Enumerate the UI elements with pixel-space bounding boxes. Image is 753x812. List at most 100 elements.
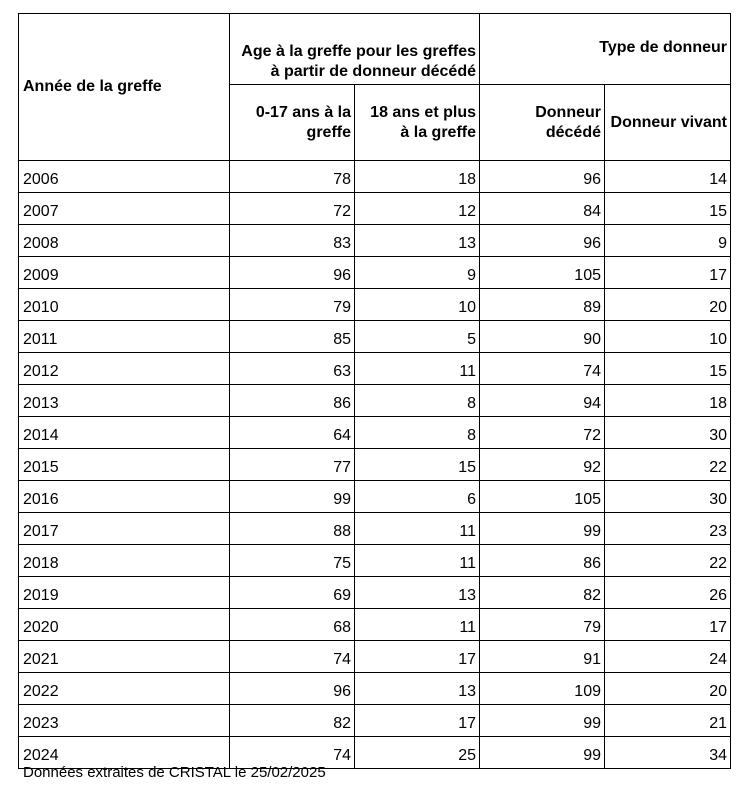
year-cell: 2020 xyxy=(18,608,230,641)
table-row: 2008 83 13 96 9 xyxy=(18,224,731,257)
year-column-header: Année de la greffe xyxy=(18,13,230,161)
table-row: 2014 64 8 72 30 xyxy=(18,416,731,449)
age-18-plus-cell: 11 xyxy=(354,608,480,641)
age-0-17-cell: 83 xyxy=(229,224,355,257)
age-0-17-cell: 74 xyxy=(229,640,355,673)
age-18-plus-cell: 8 xyxy=(354,416,480,449)
year-cell: 2007 xyxy=(18,192,230,225)
age-0-17-cell: 88 xyxy=(229,512,355,545)
age-0-17-cell: 68 xyxy=(229,608,355,641)
year-cell: 2024 xyxy=(18,736,230,769)
living-donor-cell: 15 xyxy=(604,352,731,385)
age-18-plus-cell: 13 xyxy=(354,224,480,257)
transplant-data-table: Année de la greffe Age à la greffe pour … xyxy=(18,13,731,769)
table-row: 2020 68 11 79 17 xyxy=(18,608,731,641)
year-cell: 2013 xyxy=(18,384,230,417)
age-0-17-column-header: 0-17 ans à la greffe xyxy=(229,84,355,161)
table-row: 2009 96 9 105 17 xyxy=(18,256,731,289)
year-cell: 2009 xyxy=(18,256,230,289)
deceased-donor-cell: 74 xyxy=(479,352,605,385)
age-18-plus-cell: 25 xyxy=(354,736,480,769)
table-row: 2024 74 25 99 34 xyxy=(18,736,731,769)
living-donor-cell: 9 xyxy=(604,224,731,257)
living-donor-cell: 30 xyxy=(604,416,731,449)
age-0-17-cell: 86 xyxy=(229,384,355,417)
age-group-header: Age à la greffe pour les greffes à parti… xyxy=(229,13,480,85)
deceased-donor-cell: 99 xyxy=(479,704,605,737)
header-row-groups: Année de la greffe Age à la greffe pour … xyxy=(18,13,731,161)
age-18-plus-cell: 11 xyxy=(354,544,480,577)
age-0-17-cell: 69 xyxy=(229,576,355,609)
deceased-donor-cell: 99 xyxy=(479,512,605,545)
age-18-plus-cell: 6 xyxy=(354,480,480,513)
living-donor-cell: 20 xyxy=(604,288,731,321)
living-donor-cell: 24 xyxy=(604,640,731,673)
deceased-donor-cell: 90 xyxy=(479,320,605,353)
age-0-17-cell: 82 xyxy=(229,704,355,737)
age-18-plus-cell: 15 xyxy=(354,448,480,481)
age-18-plus-column-header: 18 ans et plus à la greffe xyxy=(354,84,480,161)
age-18-plus-cell: 12 xyxy=(354,192,480,225)
year-cell: 2016 xyxy=(18,480,230,513)
deceased-donor-cell: 82 xyxy=(479,576,605,609)
year-cell: 2012 xyxy=(18,352,230,385)
age-0-17-cell: 64 xyxy=(229,416,355,449)
table-header: Année de la greffe Age à la greffe pour … xyxy=(18,13,731,161)
year-cell: 2019 xyxy=(18,576,230,609)
age-0-17-cell: 96 xyxy=(229,256,355,289)
deceased-donor-cell: 79 xyxy=(479,608,605,641)
age-0-17-cell: 72 xyxy=(229,192,355,225)
age-0-17-cell: 74 xyxy=(229,736,355,769)
table-row: 2023 82 17 99 21 xyxy=(18,704,731,737)
year-cell: 2008 xyxy=(18,224,230,257)
age-18-plus-cell: 8 xyxy=(354,384,480,417)
year-cell: 2023 xyxy=(18,704,230,737)
deceased-donor-cell: 105 xyxy=(479,480,605,513)
table-row: 2015 77 15 92 22 xyxy=(18,448,731,481)
deceased-donor-cell: 94 xyxy=(479,384,605,417)
year-cell: 2022 xyxy=(18,672,230,705)
age-18-plus-cell: 5 xyxy=(354,320,480,353)
table-row: 2011 85 5 90 10 xyxy=(18,320,731,353)
table-row: 2018 75 11 86 22 xyxy=(18,544,731,577)
age-18-plus-cell: 10 xyxy=(354,288,480,321)
year-cell: 2010 xyxy=(18,288,230,321)
living-donor-cell: 22 xyxy=(604,448,731,481)
age-18-plus-cell: 13 xyxy=(354,672,480,705)
age-0-17-cell: 77 xyxy=(229,448,355,481)
table-row: 2012 63 11 74 15 xyxy=(18,352,731,385)
header-row-columns: 0-17 ans à la greffe 18 ans et plus à la… xyxy=(19,84,731,161)
age-18-plus-cell: 18 xyxy=(354,160,480,193)
living-donor-cell: 14 xyxy=(604,160,731,193)
age-18-plus-cell: 11 xyxy=(354,512,480,545)
living-donor-cell: 18 xyxy=(604,384,731,417)
deceased-donor-cell: 91 xyxy=(479,640,605,673)
table-row: 2019 69 13 82 26 xyxy=(18,576,731,609)
table-row: 2010 79 10 89 20 xyxy=(18,288,731,321)
table-row: 2017 88 11 99 23 xyxy=(18,512,731,545)
table-row: 2021 74 17 91 24 xyxy=(18,640,731,673)
source-note: Données extraites de CRISTAL le 25/02/20… xyxy=(23,764,326,781)
age-0-17-cell: 78 xyxy=(229,160,355,193)
living-donor-cell: 15 xyxy=(604,192,731,225)
deceased-donor-cell: 99 xyxy=(479,736,605,769)
living-donor-cell: 20 xyxy=(604,672,731,705)
age-0-17-cell: 63 xyxy=(229,352,355,385)
deceased-donor-cell: 105 xyxy=(479,256,605,289)
age-18-plus-cell: 11 xyxy=(354,352,480,385)
living-donor-cell: 26 xyxy=(604,576,731,609)
living-donor-column-header: Donneur vivant xyxy=(604,84,731,161)
deceased-donor-cell: 109 xyxy=(479,672,605,705)
living-donor-cell: 21 xyxy=(604,704,731,737)
age-0-17-cell: 75 xyxy=(229,544,355,577)
table-body: 2006 78 18 96 14 2007 72 12 84 15 2008 83 13 96 9 2009 9… xyxy=(18,160,731,769)
age-18-plus-cell: 13 xyxy=(354,576,480,609)
age-0-17-cell: 96 xyxy=(229,672,355,705)
donor-type-group-header: Type de donneur xyxy=(479,13,731,85)
age-0-17-cell: 79 xyxy=(229,288,355,321)
living-donor-cell: 10 xyxy=(604,320,731,353)
age-18-plus-cell: 9 xyxy=(354,256,480,289)
deceased-donor-cell: 92 xyxy=(479,448,605,481)
living-donor-cell: 17 xyxy=(604,608,731,641)
age-18-plus-cell: 17 xyxy=(354,640,480,673)
